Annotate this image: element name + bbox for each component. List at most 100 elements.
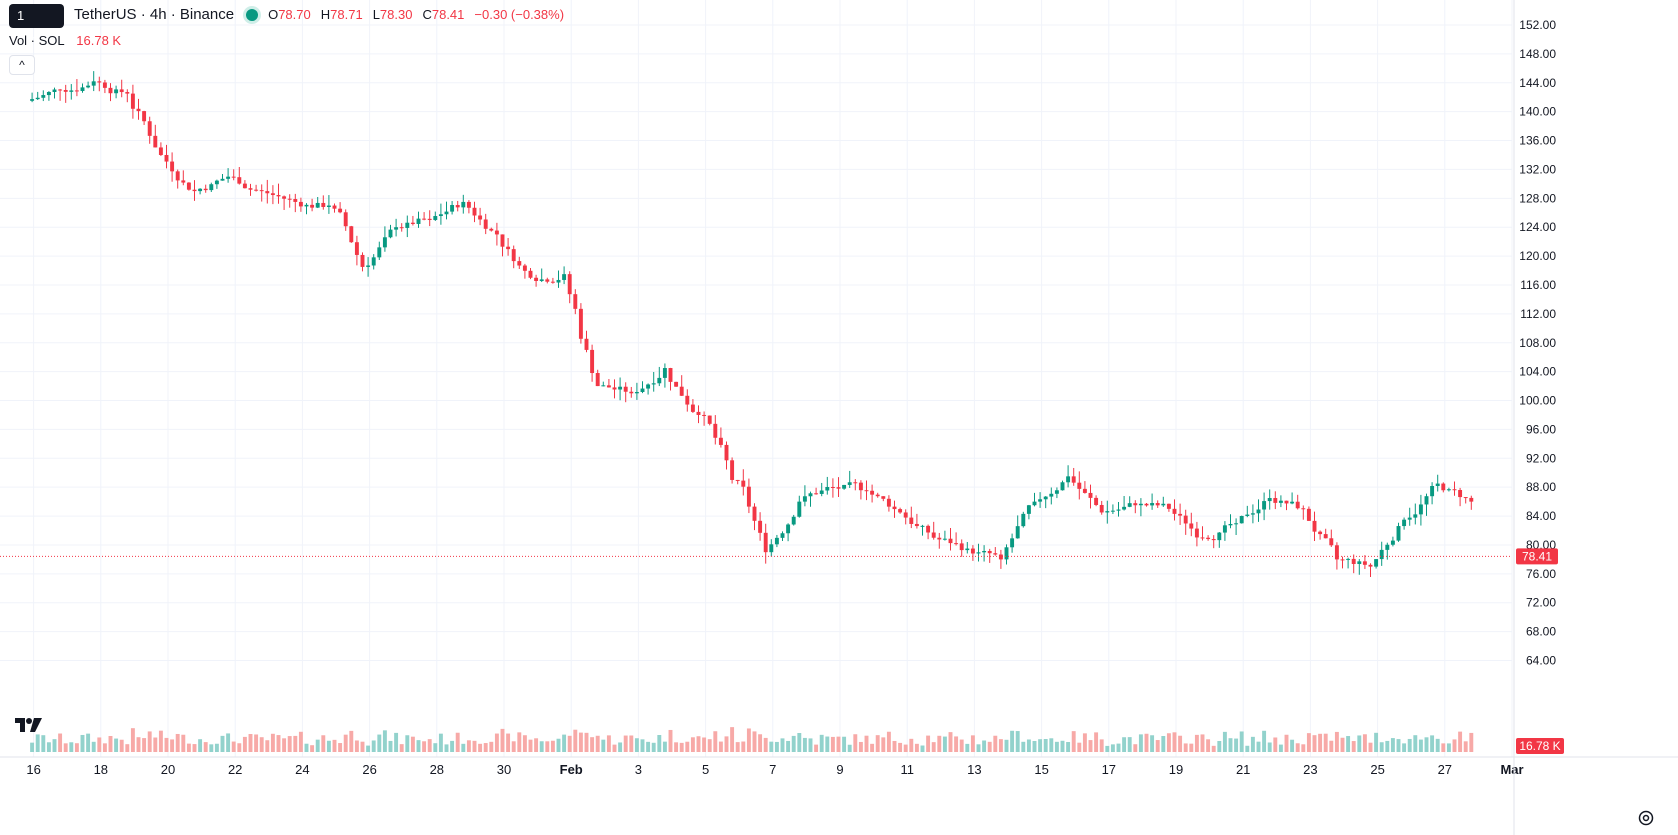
- candle-body[interactable]: [567, 274, 572, 295]
- candle-body[interactable]: [1026, 505, 1031, 514]
- candle-body[interactable]: [1446, 489, 1451, 491]
- candle-body[interactable]: [192, 189, 197, 192]
- candle-body[interactable]: [136, 108, 141, 112]
- candle-body[interactable]: [1172, 508, 1177, 514]
- candle-body[interactable]: [444, 211, 449, 215]
- candle-body[interactable]: [450, 205, 455, 212]
- candle-body[interactable]: [903, 512, 908, 518]
- candle-body[interactable]: [802, 496, 807, 502]
- volume-legend[interactable]: Vol · SOL 16.78 K: [9, 33, 121, 48]
- candle-body[interactable]: [226, 176, 231, 179]
- candle-body[interactable]: [1385, 544, 1390, 550]
- candle-body[interactable]: [1032, 501, 1037, 506]
- candle-body[interactable]: [427, 218, 432, 220]
- candle-body[interactable]: [1239, 515, 1244, 524]
- candle-body[interactable]: [438, 214, 443, 217]
- candle-body[interactable]: [46, 92, 51, 96]
- candle-body[interactable]: [1054, 490, 1059, 494]
- candle-body[interactable]: [494, 230, 499, 235]
- candle-body[interactable]: [164, 154, 169, 162]
- candle-body[interactable]: [203, 188, 208, 191]
- candle-body[interactable]: [1189, 523, 1194, 529]
- candle-body[interactable]: [1088, 492, 1093, 498]
- candle-body[interactable]: [562, 274, 567, 280]
- candle-body[interactable]: [394, 227, 399, 230]
- candle-body[interactable]: [713, 423, 718, 438]
- candle-body[interactable]: [556, 279, 561, 283]
- candle-body[interactable]: [668, 368, 673, 382]
- candle-body[interactable]: [349, 226, 354, 243]
- candle-body[interactable]: [237, 177, 242, 184]
- candle-body[interactable]: [1178, 513, 1183, 516]
- candle-body[interactable]: [1200, 537, 1205, 539]
- candle-body[interactable]: [1290, 501, 1295, 504]
- candle-body[interactable]: [293, 199, 298, 202]
- candle-body[interactable]: [321, 202, 326, 207]
- candle-body[interactable]: [1368, 564, 1373, 567]
- candle-body[interactable]: [987, 550, 992, 554]
- candle-body[interactable]: [63, 89, 68, 92]
- candle-body[interactable]: [920, 525, 925, 527]
- candle-body[interactable]: [270, 193, 275, 196]
- candle-body[interactable]: [965, 548, 970, 551]
- candle-body[interactable]: [1267, 498, 1272, 502]
- candle-body[interactable]: [119, 89, 124, 93]
- candle-body[interactable]: [976, 552, 981, 554]
- candle-body[interactable]: [1469, 497, 1474, 502]
- candle-body[interactable]: [584, 338, 589, 350]
- candle-body[interactable]: [825, 486, 830, 491]
- candle-body[interactable]: [741, 480, 746, 487]
- candle-body[interactable]: [158, 147, 163, 155]
- settings-gear-icon[interactable]: [1636, 808, 1656, 828]
- tradingview-logo-icon[interactable]: [14, 714, 44, 736]
- candle-body[interactable]: [914, 523, 919, 527]
- candle-body[interactable]: [198, 188, 203, 192]
- candle-body[interactable]: [506, 246, 511, 250]
- candle-body[interactable]: [1430, 485, 1435, 497]
- candle-body[interactable]: [1060, 482, 1065, 491]
- candle-body[interactable]: [601, 385, 606, 387]
- candle-body[interactable]: [125, 92, 130, 94]
- candle-body[interactable]: [1407, 517, 1412, 520]
- candle-body[interactable]: [58, 89, 63, 91]
- candle-body[interactable]: [1424, 496, 1429, 505]
- candle-body[interactable]: [1334, 545, 1339, 560]
- candle-body[interactable]: [646, 384, 651, 389]
- candle-body[interactable]: [769, 544, 774, 553]
- candle-body[interactable]: [954, 543, 959, 545]
- candle-body[interactable]: [959, 543, 964, 551]
- candle-body[interactable]: [102, 82, 107, 88]
- candle-body[interactable]: [304, 204, 309, 207]
- candle-body[interactable]: [1312, 520, 1317, 532]
- candle-body[interactable]: [382, 237, 387, 248]
- candle-body[interactable]: [1105, 511, 1110, 513]
- candle-body[interactable]: [242, 183, 247, 189]
- candle-body[interactable]: [461, 201, 466, 208]
- candle-body[interactable]: [1245, 514, 1250, 516]
- candle-body[interactable]: [170, 161, 175, 172]
- candle-body[interactable]: [360, 254, 365, 267]
- candle-body[interactable]: [483, 219, 488, 229]
- candle-body[interactable]: [662, 368, 667, 378]
- candle-body[interactable]: [1323, 534, 1328, 539]
- candle-body[interactable]: [1166, 503, 1171, 509]
- candle-body[interactable]: [1452, 489, 1457, 491]
- candle-body[interactable]: [1222, 525, 1227, 533]
- candle-body[interactable]: [998, 554, 1003, 560]
- candle-body[interactable]: [1099, 504, 1104, 513]
- candle-body[interactable]: [1183, 515, 1188, 524]
- candle-body[interactable]: [1250, 513, 1255, 515]
- candle-body[interactable]: [1049, 493, 1054, 497]
- candle-body[interactable]: [466, 201, 471, 208]
- candle-body[interactable]: [746, 486, 751, 507]
- candle-body[interactable]: [41, 95, 46, 98]
- candle-body[interactable]: [1357, 561, 1362, 564]
- candle-body[interactable]: [797, 501, 802, 517]
- candle-body[interactable]: [539, 279, 544, 281]
- candle-body[interactable]: [259, 190, 264, 192]
- candle-body[interactable]: [1206, 537, 1211, 540]
- candle-body[interactable]: [1458, 490, 1463, 498]
- candle-body[interactable]: [702, 414, 707, 416]
